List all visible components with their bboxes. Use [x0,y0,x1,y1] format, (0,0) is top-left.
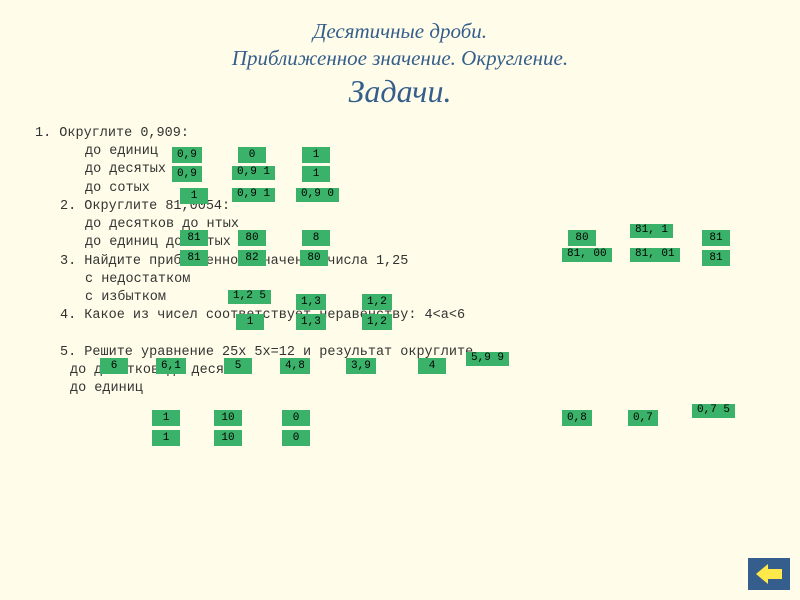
chip[interactable]: 81 [180,250,208,266]
chip[interactable]: 1 [152,430,180,446]
arrow-left-icon [756,564,782,584]
task-4: 4. Какое из чисел соответствует неравенс… [35,307,780,325]
chip[interactable]: 0,9 1 [232,166,275,180]
chip[interactable]: 0,9 1 [232,188,275,202]
chip[interactable]: 81 [702,230,730,246]
chip[interactable]: 1 [180,188,208,204]
chip[interactable]: 81, 00 [562,248,612,262]
chip[interactable]: 0 [282,430,310,446]
chip[interactable]: 1 [302,147,330,163]
task-2: 2. Округлите 81,0054: [35,198,780,216]
chip[interactable]: 6,1 [156,358,186,374]
chip[interactable]: 5 [224,358,252,374]
chip[interactable]: 81 [702,250,730,266]
chip[interactable]: 0,9 [172,166,202,182]
title-line-2: Приближенное значение. Округление. [0,45,800,72]
chip[interactable]: 0,9 0 [296,188,339,202]
task-1: 1. Округлите 0,909: [35,125,780,143]
chip[interactable]: 1,3 [296,314,326,330]
title-main: Задачи. [0,73,800,110]
chip[interactable]: 80 [568,230,596,246]
chip[interactable]: 0 [282,410,310,426]
chip[interactable]: 82 [238,250,266,266]
chip[interactable]: 10 [214,410,242,426]
chip[interactable]: 1,2 5 [228,290,271,304]
chip[interactable]: 1 [152,410,180,426]
chip[interactable]: 4 [418,358,446,374]
chip[interactable]: 1,2 [362,314,392,330]
task-5b: до единиц [35,380,780,398]
chip[interactable]: 0,9 [172,147,202,163]
task-5a: до десятков до десятых [35,362,780,380]
task-1a: до единиц [35,143,780,161]
chip[interactable]: 0 [238,147,266,163]
chip[interactable]: 81 [180,230,208,246]
chip[interactable]: 81, 1 [630,224,673,238]
chip[interactable]: 1,3 [296,294,326,310]
chip[interactable]: 1 [302,166,330,182]
chip[interactable]: 1 [236,314,264,330]
chip[interactable]: 3,9 [346,358,376,374]
chip[interactable]: 80 [300,250,328,266]
chip[interactable]: 0,7 [628,410,658,426]
task-5: 5. Решите уравнение 25x 5x=12 и результа… [35,344,780,362]
chip[interactable]: 8 [302,230,330,246]
task-3b: с избытком [35,289,780,307]
chip[interactable]: 5,9 9 [466,352,509,366]
chip[interactable]: 80 [238,230,266,246]
chip[interactable]: 81, 01 [630,248,680,262]
task-1b: до десятых [35,161,780,179]
title-line-1: Десятичные дроби. [0,18,800,45]
chip[interactable]: 0,8 [562,410,592,426]
back-button[interactable] [748,558,790,590]
task-3a: с недостатком [35,271,780,289]
chip[interactable]: 6 [100,358,128,374]
chip[interactable]: 10 [214,430,242,446]
chip[interactable]: 1,2 [362,294,392,310]
chip[interactable]: 0,7 5 [692,404,735,418]
task-1c: до сотых [35,180,780,198]
chip[interactable]: 4,8 [280,358,310,374]
